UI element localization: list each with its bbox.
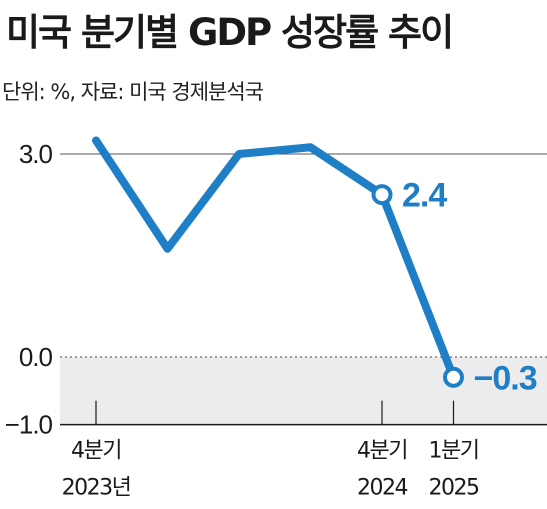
x-tick-label-quarter: 1분기 [429, 439, 479, 464]
y-tick-label: 0.0 [19, 342, 53, 372]
data-point-marker [371, 184, 393, 206]
x-tick-label-quarter: 4분기 [71, 439, 121, 464]
x-tick-label-year: 2025 [429, 476, 479, 501]
negative-region-band [60, 357, 547, 425]
x-tick-label-year: 2023년 [62, 476, 131, 501]
chart-title: 미국 분기별 GDP 성장률 추이 [6, 11, 454, 54]
y-tick-label: −1.0 [5, 410, 53, 440]
x-tick-label-year: 2024 [357, 476, 407, 501]
chart-subtitle: 단위: %, 자료: 미국 경제분석국 [2, 80, 264, 104]
data-label: −0.3 [474, 359, 537, 397]
y-tick-label: 3.0 [19, 139, 53, 169]
data-point-marker [443, 366, 464, 388]
data-label: 2.4 [402, 177, 447, 215]
gdp-growth-line [92, 136, 458, 382]
x-tick-label-quarter: 4분기 [357, 439, 407, 464]
